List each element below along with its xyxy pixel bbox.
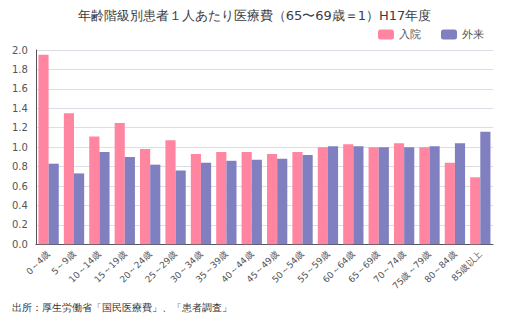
svg-text:0.0: 0.0 (12, 239, 28, 250)
svg-text:40～44歳: 40～44歳 (219, 248, 256, 285)
svg-text:80～84歳: 80～84歳 (422, 248, 459, 285)
svg-text:年齢階級別患者１人あたり医療費（65〜69歳＝1）H17年度: 年齢階級別患者１人あたり医療費（65〜69歳＝1）H17年度 (78, 8, 432, 23)
svg-text:2.0: 2.0 (12, 45, 28, 56)
svg-text:15～19歳: 15～19歳 (92, 248, 129, 285)
svg-text:50～54歳: 50～54歳 (270, 248, 307, 285)
svg-text:0.2: 0.2 (12, 219, 28, 230)
svg-text:入院: 入院 (399, 28, 421, 41)
svg-text:85歳以上: 85歳以上 (450, 249, 484, 283)
svg-text:1.4: 1.4 (12, 103, 28, 114)
svg-text:0～4歳: 0～4歳 (24, 249, 52, 277)
svg-text:出所：厚生労働省「国民医療費」、「患者調査」: 出所：厚生労働省「国民医療費」、「患者調査」 (12, 302, 232, 313)
svg-text:45～49歳: 45～49歳 (244, 248, 281, 285)
svg-text:35～39歳: 35～39歳 (193, 248, 230, 285)
svg-text:1.0: 1.0 (12, 142, 28, 153)
svg-text:1.6: 1.6 (12, 83, 28, 94)
svg-text:55～59歳: 55～59歳 (295, 248, 332, 285)
svg-text:0.6: 0.6 (12, 181, 28, 192)
svg-text:65～69歳: 65～69歳 (346, 248, 383, 285)
svg-text:70～74歳: 70～74歳 (371, 248, 408, 285)
svg-text:60～64歳: 60～64歳 (320, 248, 357, 285)
svg-text:1.8: 1.8 (12, 64, 28, 75)
svg-text:10～14歳: 10～14歳 (67, 248, 103, 285)
svg-text:0.4: 0.4 (12, 200, 28, 211)
svg-text:外来: 外来 (462, 28, 484, 41)
svg-text:5～9歳: 5～9歳 (49, 248, 78, 277)
svg-text:1.2: 1.2 (12, 122, 28, 133)
svg-text:75歳～79歳: 75歳～79歳 (391, 249, 433, 291)
svg-text:25～29歳: 25～29歳 (143, 248, 180, 285)
svg-text:30～34歳: 30～34歳 (168, 248, 205, 285)
svg-text:20～24歳: 20～24歳 (117, 248, 154, 285)
svg-text:0.8: 0.8 (12, 161, 28, 172)
